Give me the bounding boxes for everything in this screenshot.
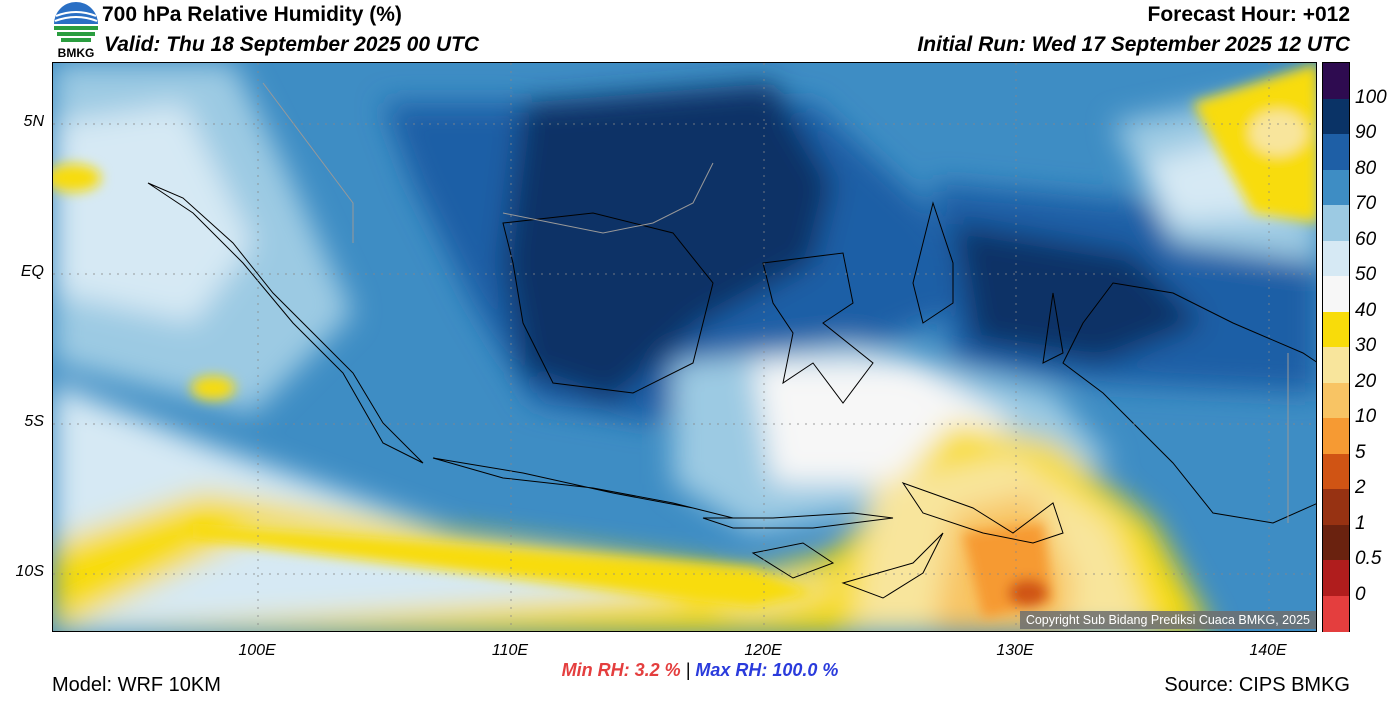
- colorbar-swatch: [1323, 205, 1349, 241]
- colorbar-label: 30: [1355, 335, 1377, 356]
- colorbar-swatch: [1323, 240, 1349, 277]
- colorbar-label: 50: [1355, 264, 1377, 285]
- colorbar-swatch: [1323, 276, 1349, 312]
- rh-stats: Min RH: 3.2 % | Max RH: 100.0 %: [0, 660, 1400, 681]
- copyright-notice: Copyright Sub Bidang Prediksi Cuaca BMKG…: [1019, 611, 1316, 629]
- map-title: 700 hPa Relative Humidity (%): [102, 3, 402, 26]
- colorbar-label: 0: [1355, 583, 1366, 605]
- colorbar: [1322, 62, 1350, 632]
- colorbar-swatch: [1323, 418, 1349, 454]
- colorbar-label: 60: [1355, 228, 1377, 250]
- stats-separator: |: [685, 660, 691, 680]
- colorbar-label: 20: [1355, 370, 1377, 392]
- colorbar-swatch: [1323, 524, 1349, 561]
- colorbar-swatch: [1323, 169, 1349, 206]
- lon-label-140e: 140E: [1249, 642, 1287, 659]
- colorbar-label: 70: [1355, 193, 1377, 214]
- colorbar-label: 1: [1355, 512, 1366, 534]
- min-rh-label: Min RH:: [561, 660, 630, 680]
- lat-label-5s: 5S: [24, 413, 44, 430]
- colorbar-label: 40: [1355, 299, 1377, 321]
- source-label: Source: CIPS BMKG: [1164, 674, 1350, 696]
- lon-label-120e: 120E: [744, 642, 782, 659]
- lat-label-10s: 10S: [15, 563, 44, 580]
- lon-label-130e: 130E: [996, 642, 1034, 659]
- humidity-map: [52, 62, 1317, 632]
- lon-label-110e: 110E: [491, 642, 529, 659]
- colorbar-swatch: [1323, 382, 1349, 419]
- colorbar-swatch: [1323, 98, 1349, 135]
- colorbar-swatch: [1323, 595, 1349, 632]
- colorbar-label: 2: [1355, 477, 1366, 498]
- model-label: Model: WRF 10KM: [52, 674, 221, 696]
- colorbar-swatch: [1323, 560, 1349, 596]
- colorbar-label: 80: [1355, 157, 1377, 179]
- colorbar-swatch: [1323, 134, 1349, 170]
- colorbar-swatch: [1323, 311, 1349, 348]
- max-rh-label: Max RH:: [695, 660, 768, 680]
- lon-label-100e: 100E: [238, 642, 276, 659]
- valid-time: Valid: Thu 18 September 2025 00 UTC: [104, 33, 480, 56]
- colorbar-label: 10: [1355, 406, 1377, 427]
- colorbar-swatch: [1323, 347, 1349, 383]
- bmkg-logo: BMKG: [52, 2, 100, 60]
- min-rh-value: 3.2 %: [634, 660, 681, 680]
- forecast-hour: Forecast Hour: +012: [1147, 3, 1351, 26]
- colorbar-label: 100: [1355, 86, 1387, 108]
- colorbar-label: 90: [1355, 122, 1377, 143]
- colorbar-swatch: [1323, 453, 1349, 490]
- max-rh-value: 100.0 %: [772, 660, 839, 680]
- lat-label-5n: 5N: [23, 113, 44, 130]
- lat-label-eq: EQ: [20, 263, 44, 280]
- colorbar-label: 5: [1355, 441, 1366, 463]
- colorbar-swatch: [1323, 63, 1349, 99]
- logo-text: BMKG: [58, 46, 95, 60]
- initial-run: Initial Run: Wed 17 September 2025 12 UT…: [917, 33, 1350, 56]
- colorbar-swatch: [1323, 489, 1349, 525]
- colorbar-label: 0.5: [1355, 548, 1382, 569]
